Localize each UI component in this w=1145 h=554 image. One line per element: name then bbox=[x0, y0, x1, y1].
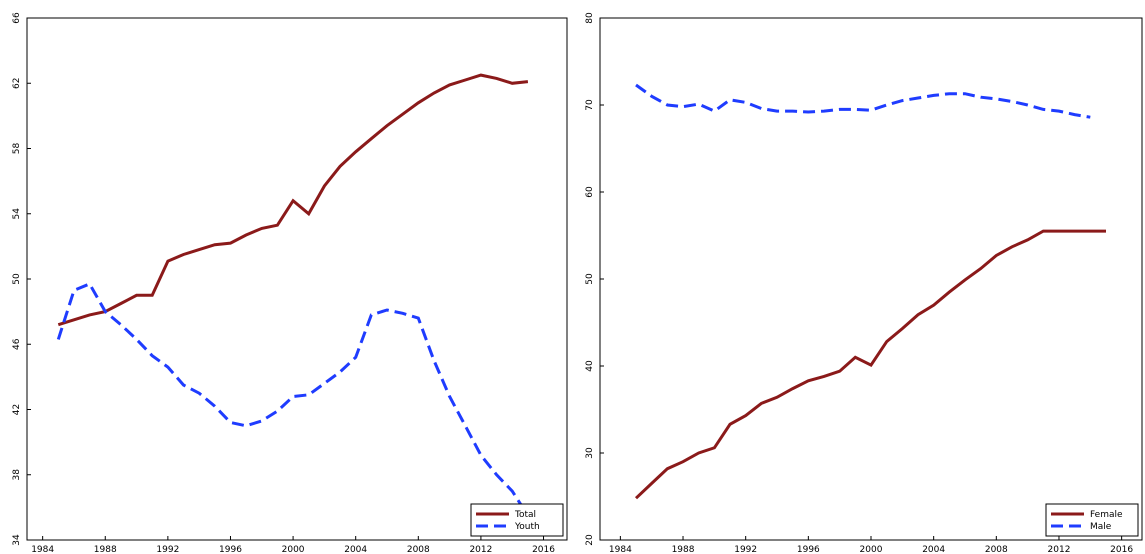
y-tick-label: 20 bbox=[585, 534, 595, 546]
x-tick-label: 2000 bbox=[860, 545, 883, 554]
y-tick-label: 50 bbox=[585, 273, 595, 285]
y-tick-label: 38 bbox=[12, 469, 22, 481]
x-tick-label: 2008 bbox=[407, 545, 430, 554]
x-tick-label: 1996 bbox=[219, 545, 242, 554]
y-tick-label: 66 bbox=[12, 12, 22, 24]
y-tick-label: 58 bbox=[12, 143, 22, 155]
x-tick-label: 2004 bbox=[344, 545, 367, 554]
y-tick-label: 62 bbox=[12, 78, 22, 89]
y-tick-label: 34 bbox=[12, 534, 22, 546]
y-tick-label: 70 bbox=[585, 99, 595, 111]
x-tick-label: 1996 bbox=[797, 545, 820, 554]
legend-box bbox=[470, 503, 564, 537]
series-line bbox=[635, 83, 1091, 119]
legend: Total Youth bbox=[470, 503, 564, 537]
y-tick-label: 80 bbox=[585, 12, 595, 24]
y-tick-label: 60 bbox=[585, 186, 595, 198]
legend-label: Total bbox=[514, 510, 536, 520]
x-tick-label: 1984 bbox=[609, 545, 632, 554]
y-tick-label: 50 bbox=[12, 273, 22, 285]
legend-label: Female bbox=[1090, 510, 1123, 520]
y-tick-label: 30 bbox=[585, 447, 595, 459]
y-tick-label: 40 bbox=[585, 360, 595, 372]
x-tick-label: 1988 bbox=[94, 545, 117, 554]
series-line bbox=[56, 282, 530, 517]
x-tick-label: 2016 bbox=[532, 545, 555, 554]
legend-label: Male bbox=[1090, 522, 1112, 532]
x-tick-label: 2012 bbox=[469, 545, 492, 554]
x-tick-label: 1988 bbox=[672, 545, 695, 554]
x-tick-label: 2016 bbox=[1110, 545, 1133, 554]
y-tick-label: 46 bbox=[12, 338, 22, 350]
x-tick-label: 1992 bbox=[156, 545, 179, 554]
legend-label: Youth bbox=[514, 522, 540, 532]
series-line bbox=[57, 73, 529, 327]
x-tick-label: 2000 bbox=[282, 545, 305, 554]
y-tick-label: 54 bbox=[12, 208, 22, 220]
x-tick-label: 1984 bbox=[31, 545, 54, 554]
legend: Female Male bbox=[1045, 503, 1139, 537]
legend-box bbox=[1045, 503, 1139, 537]
series-line bbox=[634, 229, 1106, 500]
x-tick-label: 1992 bbox=[734, 545, 757, 554]
x-tick-label: 2012 bbox=[1048, 545, 1071, 554]
y-tick-label: 42 bbox=[12, 404, 22, 415]
x-tick-label: 2008 bbox=[985, 545, 1008, 554]
x-tick-label: 2004 bbox=[922, 545, 945, 554]
